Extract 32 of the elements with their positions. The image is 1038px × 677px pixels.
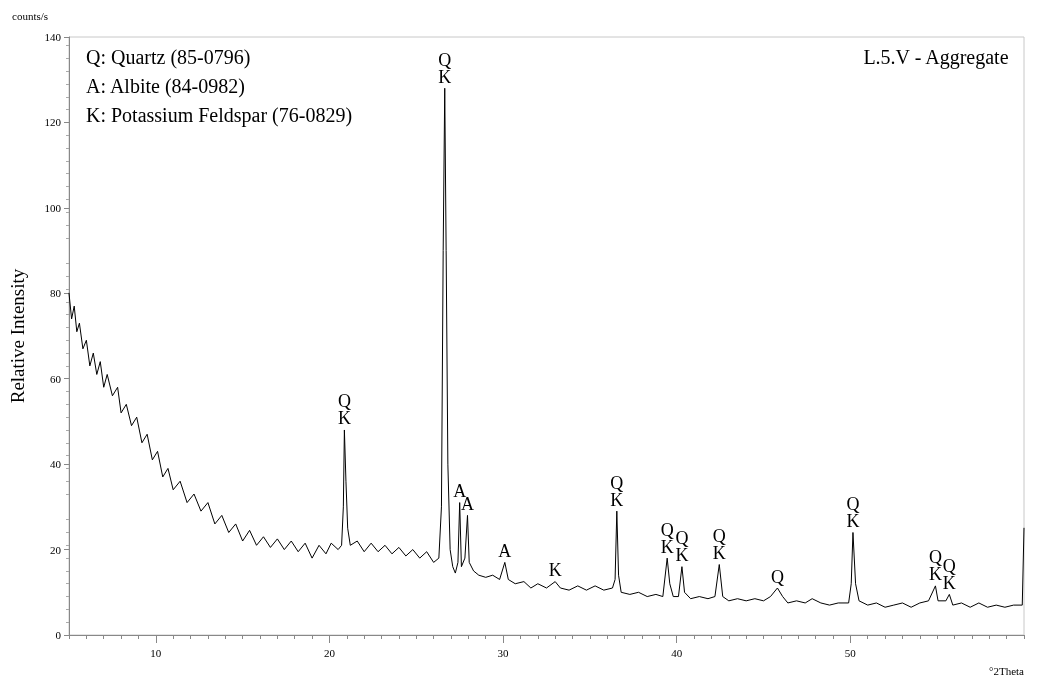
annotation: Q: Quartz (85-0796): [86, 46, 251, 69]
x-tick-label: 40: [671, 646, 683, 659]
annotation: Q K: [928, 547, 942, 585]
x-tick-label: 10: [150, 646, 162, 659]
x-tick-label: 50: [844, 646, 857, 659]
annotation: Q K: [846, 493, 860, 531]
text: counts/s: [12, 9, 49, 22]
annotation: K: Potassium Feldspar (76-0829): [86, 104, 353, 127]
x-axis-title: °2Theta: [989, 664, 1025, 677]
chart-title: L.5.V - Aggregate: [863, 46, 1009, 69]
y-tick-label: 80: [50, 287, 62, 300]
annotation: Q K: [660, 519, 674, 557]
annotation: Q K: [610, 472, 624, 510]
x-tick-label: 30: [497, 646, 510, 659]
annotation: K: [548, 560, 562, 581]
annotation: Q K: [675, 528, 689, 566]
annotation: Q: [770, 566, 784, 587]
y-tick-label: 120: [44, 116, 62, 129]
annotation: Q K: [337, 391, 351, 429]
annotation: Q K: [712, 526, 726, 564]
y-tick-label: 140: [44, 31, 62, 43]
y-tick-label: 20: [50, 543, 62, 556]
y-tick-label: 100: [44, 201, 62, 214]
annotation: Q K: [942, 555, 956, 593]
y-axis-title: Relative Intensity: [7, 268, 28, 404]
y-tick-label: 60: [50, 372, 62, 385]
y-tick-label: 0: [55, 629, 62, 641]
annotation: A: [498, 540, 512, 561]
annotation: A: Albite (84-0982): [86, 75, 245, 98]
y-tick-label: 40: [50, 458, 62, 471]
x-tick-label: 20: [323, 646, 336, 659]
annotation: Q K: [438, 49, 452, 87]
